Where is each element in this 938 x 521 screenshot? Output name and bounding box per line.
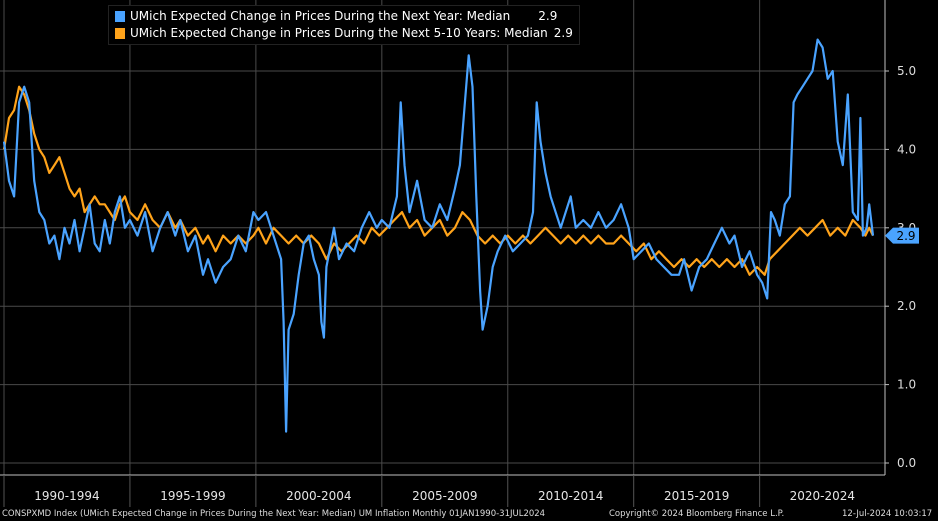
y-tick-label: 5.0 [897, 64, 916, 78]
last-value-tag-shape [885, 227, 919, 244]
legend-label-next-year: UMich Expected Change in Prices During t… [130, 9, 511, 23]
legend-value-next-year: 2.9 [538, 9, 558, 23]
series-line-5-10-years [2, 85, 874, 276]
grid-lines [0, 0, 885, 475]
legend-entry-next-year: UMich Expected Change in Prices During t… [115, 8, 573, 25]
legend: UMich Expected Change in Prices During t… [108, 5, 580, 45]
x-tick-label: 2000-2004 [286, 489, 351, 503]
last-value-tag: 2.9 [885, 227, 919, 244]
x-tick-label: 2010-2014 [538, 489, 603, 503]
y-tick-label: 2.0 [897, 299, 916, 313]
footer-timestamp: 12-Jul-2024 10:03:17 [842, 509, 933, 519]
footer-copyright: Copyright© 2024 Bloomberg Finance L.P. [609, 509, 785, 519]
y-tick-label: 4.0 [897, 142, 916, 156]
legend-swatch-next-year [115, 11, 125, 22]
footer: CONSPXMD Index (UMich Expected Change in… [0, 507, 938, 521]
x-tick-label: 2015-2019 [664, 489, 729, 503]
last-value-tag-text: 2.9 [896, 229, 915, 243]
x-tick-label: 1990-1994 [34, 489, 99, 503]
legend-value-5-10-years: 2.9 [553, 26, 573, 40]
legend-entry-5-10-years: UMich Expected Change in Prices During t… [115, 25, 573, 42]
axes: 0.01.02.03.04.05.01990-19941995-19992000… [0, 0, 916, 507]
legend-swatch-5-10-years [115, 28, 125, 39]
legend-label-5-10-years: UMich Expected Change in Prices During t… [130, 26, 548, 40]
series-lines [2, 38, 875, 433]
x-tick-label: 2020-2024 [790, 489, 855, 503]
x-tick-label: 2005-2009 [412, 489, 477, 503]
x-tick-label: 1995-1999 [160, 489, 225, 503]
footer-source: CONSPXMD Index (UMich Expected Change in… [2, 509, 546, 519]
series-line-next-year [2, 38, 875, 433]
y-tick-label: 0.0 [897, 456, 916, 470]
y-tick-label: 1.0 [897, 378, 916, 392]
